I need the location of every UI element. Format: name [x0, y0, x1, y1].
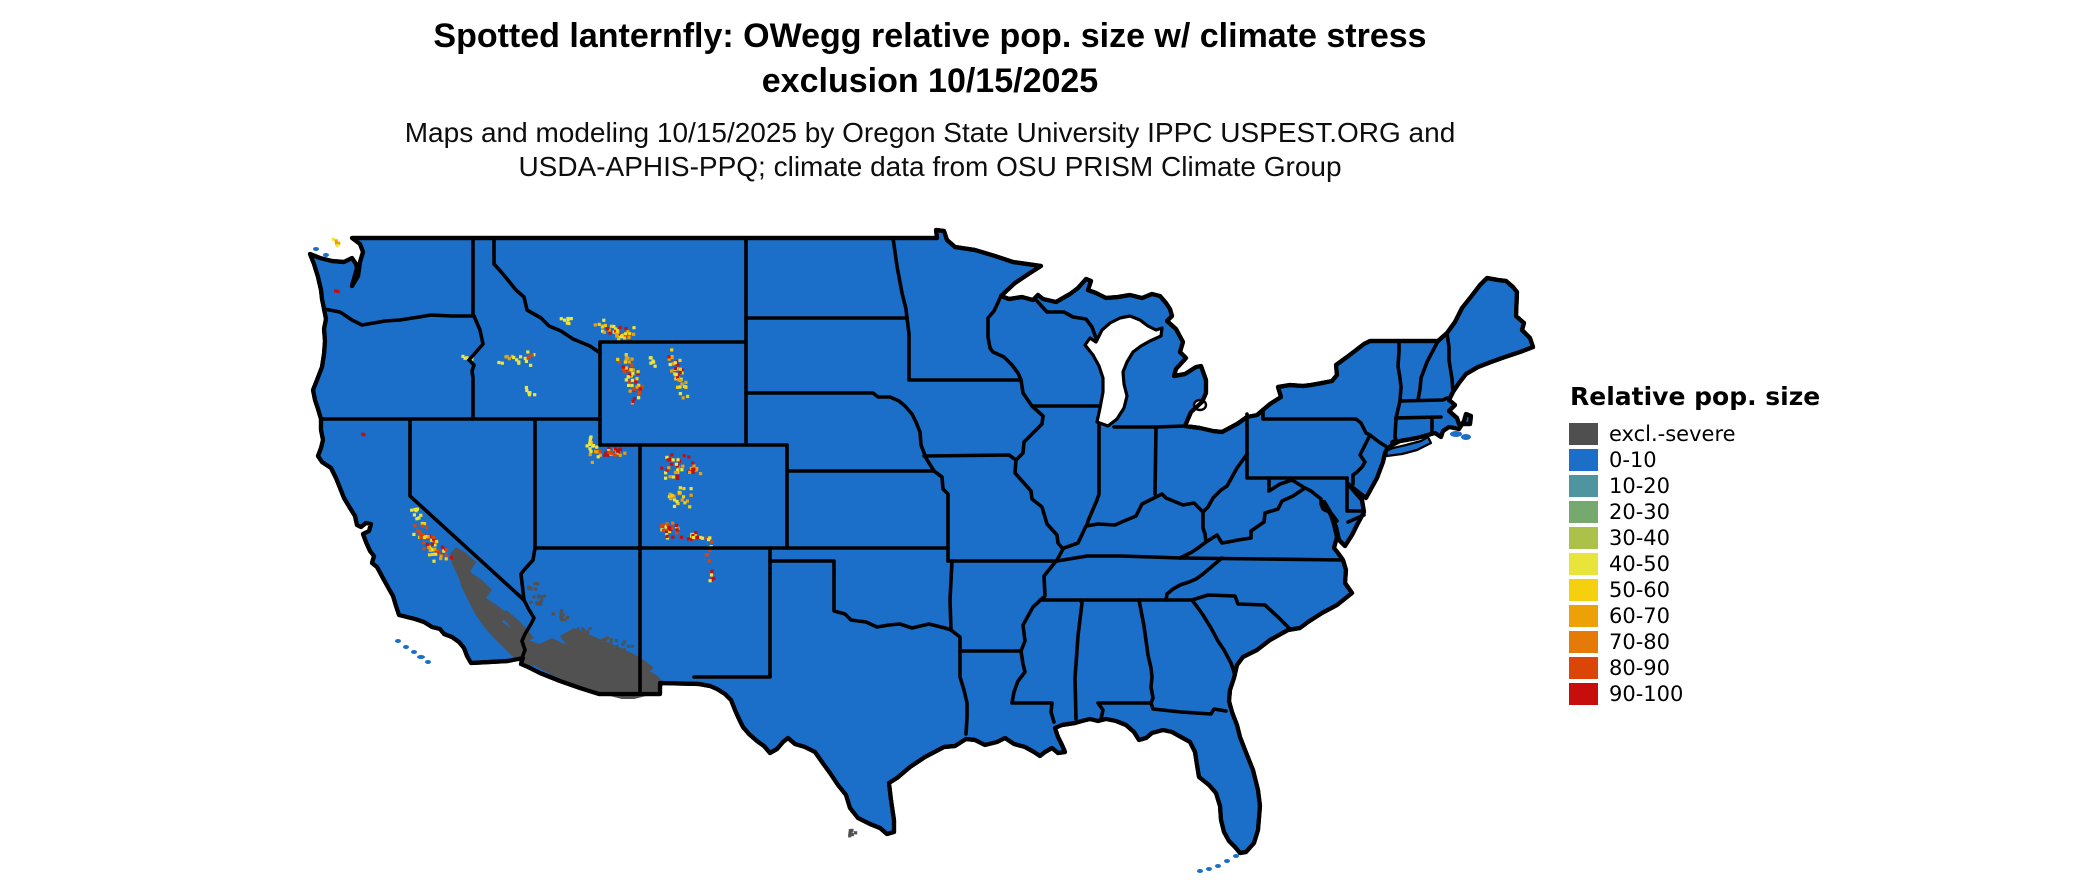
legend-label: 60-70 — [1609, 604, 1671, 628]
legend-item: 40-50 — [1569, 552, 1820, 576]
figure-header: Spotted lanternfly: OWegg relative pop. … — [0, 14, 1860, 184]
legend-label: 50-60 — [1609, 578, 1671, 602]
legend-item: 10-20 — [1569, 474, 1820, 498]
figure-subtitle-line1: Maps and modeling 10/15/2025 by Oregon S… — [404, 117, 1456, 148]
legend-item: 80-90 — [1569, 656, 1820, 680]
map-legend: Relative pop. size excl.-severe 0-10 10-20… — [1569, 382, 1820, 709]
legend-item: 90-100 — [1569, 682, 1820, 706]
legend-item: 50-60 — [1569, 578, 1820, 602]
legend-swatch — [1569, 631, 1598, 653]
map-state-borders — [319, 236, 1455, 736]
legend-label: 10-20 — [1609, 474, 1671, 498]
legend-swatch — [1569, 527, 1598, 549]
legend-item: excl.-severe — [1569, 422, 1820, 446]
legend-swatch — [1569, 683, 1598, 705]
legend-label: 90-100 — [1609, 682, 1684, 706]
figure-subtitle-line2: USDA-APHIS-PPQ; climate data from OSU PR… — [518, 151, 1342, 182]
legend-item: 60-70 — [1569, 604, 1820, 628]
legend-swatch — [1569, 475, 1598, 497]
map-coastline-outline — [307, 227, 1536, 856]
legend-items: excl.-severe 0-10 10-20 20-30 30-40 40-50 50-6… — [1569, 422, 1820, 706]
legend-swatch — [1569, 657, 1598, 679]
legend-item: 20-30 — [1569, 500, 1820, 524]
legend-label: 40-50 — [1609, 552, 1671, 576]
legend-swatch — [1569, 553, 1598, 575]
legend-item: 30-40 — [1569, 526, 1820, 550]
figure-subtitle: Maps and modeling 10/15/2025 by Oregon S… — [0, 116, 1860, 184]
legend-label: 70-80 — [1609, 630, 1671, 654]
map-exclusion-area — [450, 547, 858, 838]
figure-title-line2: exclusion 10/15/2025 — [761, 62, 1099, 100]
legend-swatch — [1569, 579, 1598, 601]
legend-swatch — [1569, 501, 1598, 523]
legend-swatch — [1569, 605, 1598, 627]
figure-title: Spotted lanternfly: OWegg relative pop. … — [0, 14, 1860, 104]
legend-label: excl.-severe — [1609, 422, 1736, 446]
map-islands — [313, 247, 1471, 873]
legend-swatch — [1569, 449, 1598, 471]
legend-item: 0-10 — [1569, 448, 1820, 472]
legend-label: 30-40 — [1609, 526, 1671, 550]
legend-swatch — [1569, 423, 1598, 445]
legend-label: 20-30 — [1609, 500, 1671, 524]
legend-item: 70-80 — [1569, 630, 1820, 654]
legend-title: Relative pop. size — [1570, 382, 1821, 411]
legend-label: 80-90 — [1609, 656, 1671, 680]
legend-label: 0-10 — [1609, 448, 1657, 472]
figure-title-line1: Spotted lanternfly: OWegg relative pop. … — [433, 17, 1427, 55]
